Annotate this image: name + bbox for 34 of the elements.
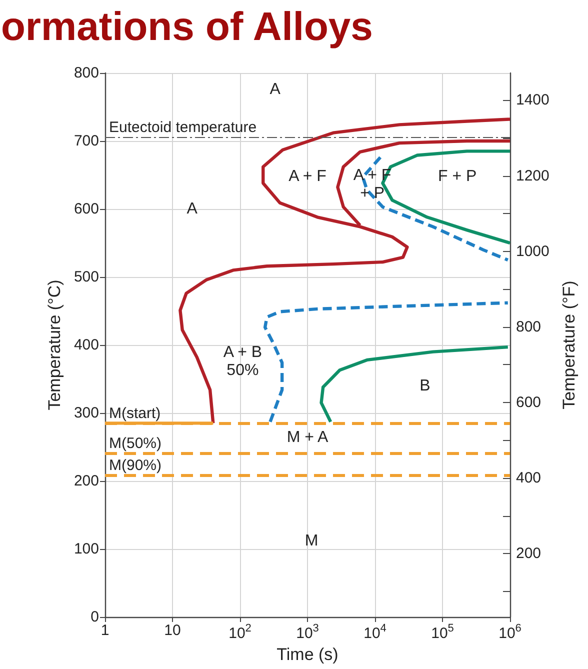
annotation: A xyxy=(270,80,281,98)
y2-tick-label: 200 xyxy=(516,545,542,562)
y2-tick-label: 400 xyxy=(516,469,542,486)
annotation: B xyxy=(420,377,430,394)
y-tick-label: 300 xyxy=(74,404,99,422)
y-tick-label: 500 xyxy=(74,268,99,286)
y2-axis-title: Temperature (°F) xyxy=(559,280,578,410)
x-tick-label: 1 xyxy=(100,622,110,639)
y2-tick-label: 1400 xyxy=(516,92,550,109)
ref-line-label: M(start) xyxy=(109,405,161,422)
ref-line-label: M(50%) xyxy=(109,435,162,452)
x-axis-title: Time (s) xyxy=(276,644,338,664)
annotation: M xyxy=(304,532,318,550)
y2-tick-label: 800 xyxy=(516,318,542,336)
chart-title: ormations of Alloys xyxy=(1,5,373,49)
y-tick-label: 0 xyxy=(90,608,99,626)
y2-tick-label: 1200 xyxy=(516,167,550,184)
y2-tick-label: 600 xyxy=(516,394,542,411)
ref-line-label: Eutectoid temperature xyxy=(109,118,257,136)
annotation: M + A xyxy=(286,428,328,446)
annotation: A xyxy=(186,200,198,218)
y-axis-title: Temperature (°C) xyxy=(45,280,64,410)
annotation: F + P xyxy=(438,168,477,185)
annotation: A + F xyxy=(288,168,327,185)
ref-line-label: M(90%) xyxy=(109,456,162,474)
y-tick-label: 600 xyxy=(74,200,99,218)
y-tick-label: 700 xyxy=(74,132,99,150)
y-tick-label: 400 xyxy=(74,336,99,354)
y-tick-label: 100 xyxy=(74,540,99,558)
y2-tick-label: 1000 xyxy=(516,242,550,260)
y-tick-label: 800 xyxy=(74,64,99,82)
y-tick-label: 200 xyxy=(74,472,99,490)
annotation: A + B 50% xyxy=(223,344,262,379)
x-tick-label: 10 xyxy=(164,622,181,639)
